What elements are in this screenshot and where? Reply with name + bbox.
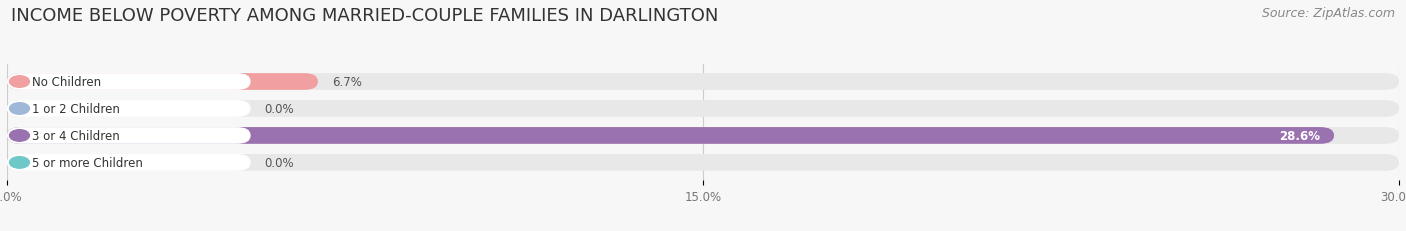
Circle shape <box>10 76 30 88</box>
Text: 5 or more Children: 5 or more Children <box>32 156 143 169</box>
Text: INCOME BELOW POVERTY AMONG MARRIED-COUPLE FAMILIES IN DARLINGTON: INCOME BELOW POVERTY AMONG MARRIED-COUPL… <box>11 7 718 25</box>
Text: 1 or 2 Children: 1 or 2 Children <box>32 103 120 116</box>
FancyBboxPatch shape <box>7 74 1399 91</box>
FancyBboxPatch shape <box>7 154 1399 171</box>
Text: 28.6%: 28.6% <box>1279 129 1320 142</box>
Text: Source: ZipAtlas.com: Source: ZipAtlas.com <box>1261 7 1395 20</box>
FancyBboxPatch shape <box>7 74 250 91</box>
Text: No Children: No Children <box>32 76 101 89</box>
Circle shape <box>10 130 30 142</box>
Text: 0.0%: 0.0% <box>264 156 294 169</box>
Text: 0.0%: 0.0% <box>264 103 294 116</box>
FancyBboxPatch shape <box>7 154 250 171</box>
FancyBboxPatch shape <box>7 101 250 117</box>
FancyBboxPatch shape <box>7 128 1334 144</box>
FancyBboxPatch shape <box>7 128 250 144</box>
Circle shape <box>10 103 30 115</box>
FancyBboxPatch shape <box>7 74 318 91</box>
FancyBboxPatch shape <box>7 128 1399 144</box>
Text: 3 or 4 Children: 3 or 4 Children <box>32 129 120 142</box>
Circle shape <box>10 157 30 168</box>
Text: 6.7%: 6.7% <box>332 76 361 89</box>
FancyBboxPatch shape <box>7 101 1399 117</box>
